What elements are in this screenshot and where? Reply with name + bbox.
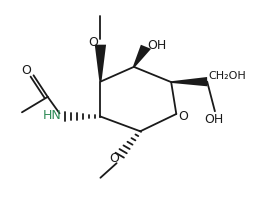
Text: O: O (88, 36, 98, 49)
Text: HN: HN (43, 109, 62, 122)
Text: O: O (109, 152, 119, 165)
Text: OH: OH (147, 39, 166, 52)
Text: CH₂OH: CH₂OH (209, 71, 246, 81)
Polygon shape (171, 77, 207, 86)
Polygon shape (95, 45, 106, 82)
Text: OH: OH (209, 85, 211, 86)
Text: O: O (179, 110, 188, 123)
Text: methyl: methyl (100, 9, 105, 10)
Text: O: O (21, 64, 31, 77)
Polygon shape (133, 45, 151, 67)
Text: OH: OH (205, 113, 224, 126)
